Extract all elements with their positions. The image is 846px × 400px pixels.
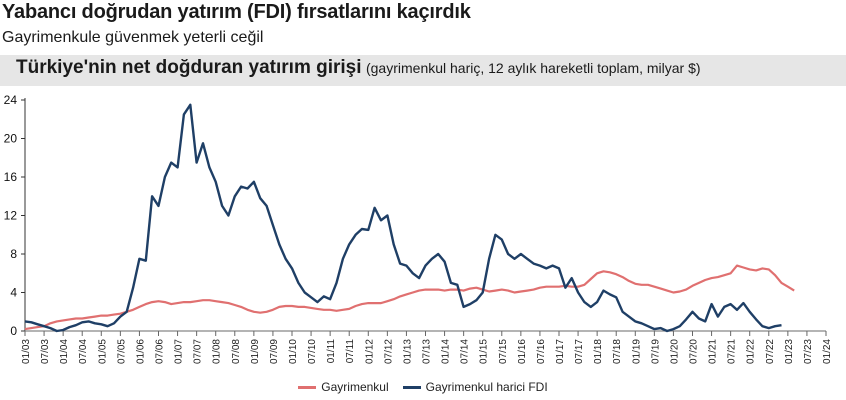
y-tick-label: 12 [4,209,18,223]
x-tick-label: 01/17 [555,339,566,364]
x-tick-label: 07/13 [422,339,433,364]
y-tick-label: 24 [4,93,18,107]
y-axis: 0 4 8 12 16 20 24 [4,93,26,338]
x-tick-label: 01/22 [746,339,757,364]
x-tick-label: 01/21 [708,339,719,364]
x-tick-label: 01/20 [669,339,680,364]
x-tick-label: 01/03 [21,339,32,364]
x-tick-label: 07/05 [116,339,127,364]
x-tick-label: 07/20 [689,339,700,364]
page-title: Yabancı doğrudan yatırım (FDI) fırsatlar… [2,1,471,23]
x-tick-label: 07/04 [78,339,89,364]
chart-title: Türkiye'nin net doğduran yatırım girişi [16,57,362,78]
legend-label: Gayrimenkul [321,380,389,394]
y-tick-label: 16 [4,170,18,184]
chart-lines [24,103,795,333]
y-tick-label: 0 [10,324,17,338]
x-tick-label: 01/19 [631,339,642,364]
x-tick-label: 07/14 [460,339,471,364]
chart-title-band: Türkiye'nin net doğduran yatırım girişi … [0,55,846,86]
x-tick-label: 07/07 [193,339,204,364]
x-tick-label: 07/21 [727,339,738,364]
x-tick-label: 07/09 [269,339,280,364]
x-tick-label: 01/11 [326,339,337,364]
x-tick-label: 07/22 [765,339,776,364]
x-axis: 01/03 07/03 01/04 07/04 01/05 07/05 01/06 07/06… [21,330,833,364]
x-tick-label: 01/24 [822,339,833,364]
legend-swatch-gayrimenkul [298,385,317,389]
x-tick-label: 07/23 [803,339,814,364]
legend-label: Gayrimenkul harici FDI [425,380,548,394]
x-tick-label: 07/11 [345,339,356,364]
x-tick-label: 07/18 [612,339,623,364]
legend: Gayrimenkul Gayrimenkul harici FDI [0,380,846,394]
x-tick-label: 07/19 [650,339,661,364]
x-tick-label: 07/08 [231,339,242,364]
x-tick-label: 01/16 [517,339,528,364]
x-tick-label: 01/12 [364,339,375,364]
chart-note: (gayrimenkul hariç, 12 aylık hareketli t… [365,60,701,76]
y-tick-label: 20 [4,132,18,146]
legend-item-fdi: Gayrimenkul harici FDI [402,380,548,394]
x-tick-label: 07/10 [307,339,318,364]
x-tick-label: 07/16 [536,339,547,364]
x-tick-label: 07/06 [155,339,166,364]
x-tick-label: 01/09 [250,339,261,364]
x-tick-label: 01/06 [135,339,146,364]
x-tick-label: 01/07 [174,339,185,364]
series-line-gayrimenkul [24,264,795,331]
x-tick-label: 01/23 [784,339,795,364]
x-tick-label: 01/15 [479,339,490,364]
x-tick-label: 07/15 [498,339,509,364]
x-tick-label: 07/12 [383,339,394,364]
x-tick-label: 01/13 [402,339,413,364]
y-tick-label: 4 [10,286,17,300]
x-tick-label: 01/08 [212,339,223,364]
x-tick-label: 01/10 [288,339,299,364]
y-tick-label: 8 [10,247,17,261]
x-tick-label: 07/03 [40,339,51,364]
x-tick-label: 01/04 [59,339,70,364]
x-tick-label: 01/14 [441,339,452,364]
x-tick-label: 01/05 [97,339,108,364]
legend-swatch-fdi [402,385,421,389]
x-tick-label: 01/18 [593,339,604,364]
page-subtitle: Gayrimenkule güvenmek yeterli ceğil [2,29,264,46]
series-line-fdi [24,103,782,333]
legend-item-gayrimenkul: Gayrimenkul [298,380,389,394]
x-tick-label: 07/17 [574,339,585,364]
